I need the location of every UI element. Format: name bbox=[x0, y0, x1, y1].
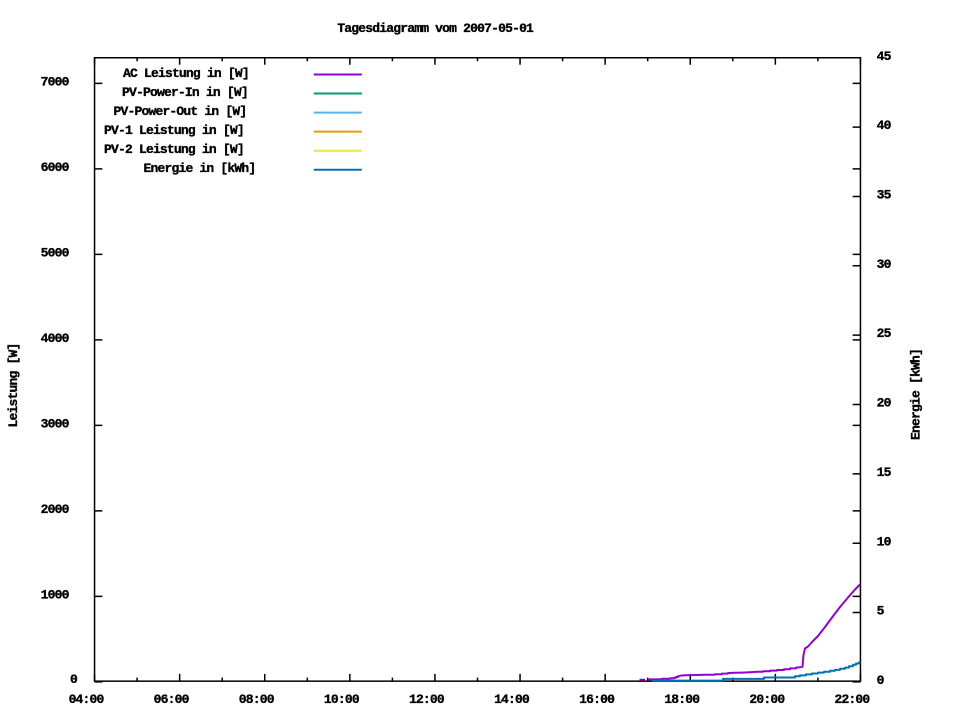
svg-text:15: 15 bbox=[877, 465, 892, 480]
svg-text:04:00: 04:00 bbox=[69, 692, 105, 707]
svg-text:PV-Power-In in [W]: PV-Power-In in [W] bbox=[122, 85, 248, 100]
svg-text:5000: 5000 bbox=[41, 246, 70, 261]
svg-text:PV-1 Leistung in [W]: PV-1 Leistung in [W] bbox=[104, 123, 244, 138]
svg-text:06:00: 06:00 bbox=[154, 692, 190, 707]
svg-text:12:00: 12:00 bbox=[409, 692, 445, 707]
svg-text:4000: 4000 bbox=[41, 331, 70, 346]
svg-text:35: 35 bbox=[877, 188, 892, 203]
svg-text:22:00: 22:00 bbox=[834, 692, 870, 707]
svg-text:18:00: 18:00 bbox=[664, 692, 700, 707]
svg-text:10:00: 10:00 bbox=[324, 692, 360, 707]
svg-text:Energie [kWh]: Energie [kWh] bbox=[909, 349, 924, 440]
svg-text:5: 5 bbox=[877, 604, 885, 619]
svg-text:PV-2 Leistung in [W]: PV-2 Leistung in [W] bbox=[104, 142, 244, 157]
svg-text:Leistung [W]: Leistung [W] bbox=[6, 344, 21, 428]
svg-text:45: 45 bbox=[877, 49, 892, 64]
svg-text:0: 0 bbox=[877, 673, 885, 688]
svg-text:10: 10 bbox=[877, 534, 892, 549]
svg-text:7000: 7000 bbox=[41, 75, 70, 90]
svg-text:3000: 3000 bbox=[41, 417, 70, 432]
svg-text:Energie in [kWh]: Energie in [kWh] bbox=[144, 161, 256, 176]
svg-text:30: 30 bbox=[877, 257, 892, 272]
svg-text:25: 25 bbox=[877, 326, 892, 341]
svg-text:6000: 6000 bbox=[41, 160, 70, 175]
svg-text:PV-Power-Out in [W]: PV-Power-Out in [W] bbox=[114, 104, 247, 119]
svg-text:1000: 1000 bbox=[41, 588, 70, 603]
svg-text:AC Leistung in [W]: AC Leistung in [W] bbox=[123, 66, 249, 81]
svg-text:20: 20 bbox=[877, 396, 892, 411]
svg-text:40: 40 bbox=[877, 118, 892, 133]
svg-text:16:00: 16:00 bbox=[579, 692, 615, 707]
svg-text:0: 0 bbox=[70, 672, 78, 687]
svg-text:2000: 2000 bbox=[41, 502, 70, 517]
svg-text:08:00: 08:00 bbox=[239, 692, 275, 707]
svg-text:14:00: 14:00 bbox=[494, 692, 530, 707]
svg-text:20:00: 20:00 bbox=[749, 692, 785, 707]
svg-text:Tagesdiagramm vom 2007-05-01: Tagesdiagramm vom 2007-05-01 bbox=[337, 21, 534, 36]
